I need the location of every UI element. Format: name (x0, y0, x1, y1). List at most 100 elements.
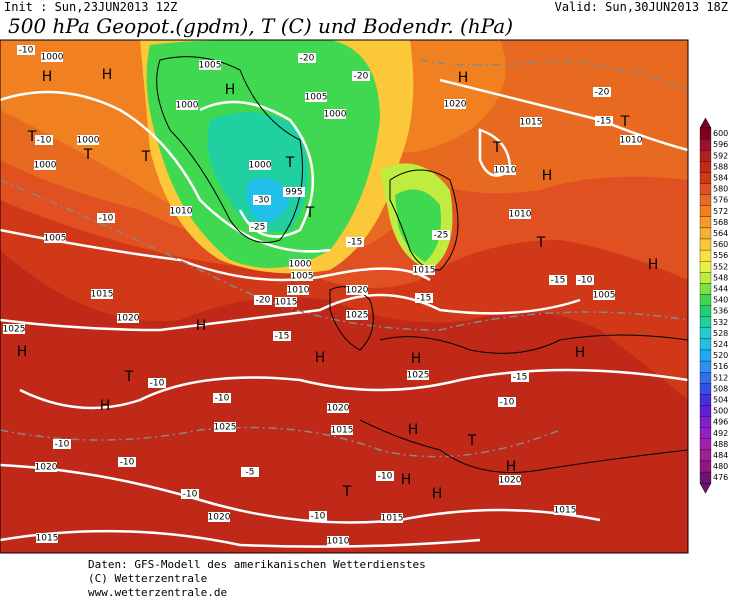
colorbar-segment (699, 316, 712, 328)
colorbar-segment (699, 394, 712, 406)
isobar-label: 1025 (3, 325, 26, 335)
temperature-label-box (253, 195, 271, 205)
isobar-label-box (170, 206, 192, 216)
pressure-center-label: H (196, 318, 207, 334)
temperature-label: -20 (256, 296, 271, 306)
isobar-label: 1010 (620, 136, 643, 146)
colorbar-label: 588 (713, 162, 728, 171)
colorbar-segment (699, 305, 712, 317)
colorbar-segment (699, 427, 712, 439)
isobar-label-box (509, 209, 531, 219)
temperature-label-box (35, 135, 53, 145)
init-time: Init : Sun,23JUN2013 12Z (4, 0, 177, 14)
isobar-label-box (381, 513, 403, 523)
temperature-label-box (346, 237, 364, 247)
colorbar-label: 520 (713, 351, 728, 360)
colorbar-label: 512 (713, 373, 728, 382)
isobar-label-box (327, 536, 349, 546)
isobar-label: 1025 (407, 371, 430, 381)
temperature-label: -15 (417, 294, 432, 304)
pressure-center-label: H (411, 351, 422, 367)
temperature-label-box (432, 230, 450, 240)
colorbar-segment (699, 194, 712, 206)
footer-url: www.wetterzentrale.de (88, 586, 227, 599)
temperature-label-box (181, 489, 199, 499)
colorbar-segment (699, 283, 712, 295)
temperature-label: -10 (99, 214, 114, 224)
isobar-label: 1000 (289, 260, 312, 270)
temperature-label-box (309, 511, 327, 521)
temperature-label: -10 (55, 440, 70, 450)
isobar-label: 1000 (41, 53, 64, 63)
isobar-label-box (36, 533, 58, 543)
colorbar-label: 500 (713, 407, 728, 416)
colorbar-segment (699, 205, 712, 217)
map-frame (0, 39, 689, 554)
isobar-label: 1025 (346, 311, 369, 321)
colorbar-segment (699, 327, 712, 340)
isobar-label-box (283, 187, 305, 197)
isobar-label-box (593, 290, 615, 300)
colorbar-segment (699, 127, 712, 140)
isobar-label: 995 (285, 188, 302, 198)
temperature-label: -20 (595, 88, 610, 98)
temperature-label: -10 (378, 472, 393, 482)
temperature-label-box (17, 45, 35, 55)
pressure-center-label: H (17, 344, 28, 360)
isobar-label: 1015 (36, 534, 59, 544)
isobar-label: 1020 (208, 513, 231, 523)
isobar-label: 1005 (593, 291, 616, 301)
colorbar-segment (699, 349, 712, 362)
isobar-label: 1010 (170, 207, 193, 217)
isobar-label-box (34, 160, 56, 170)
isobar-label: 1020 (117, 314, 140, 324)
colorbar-segment (699, 460, 712, 473)
temperature-label: -10 (120, 458, 135, 468)
temperature-label-box (593, 87, 611, 97)
colorbar-segment (699, 172, 712, 184)
temperature-label: -15 (275, 332, 290, 342)
isobar-label: 1005 (44, 234, 67, 244)
temperature-label: -10 (37, 136, 52, 146)
isobar-label-box (407, 370, 429, 380)
colorbar-segment (699, 449, 712, 462)
isobar-label-box (208, 512, 230, 522)
isobar-label: 1010 (287, 286, 310, 296)
pressure-center-label: T (620, 114, 630, 130)
colorbar-segment (699, 294, 712, 306)
temperature-label-box (53, 439, 71, 449)
isobar-label-box (199, 60, 221, 70)
colorbar-label: 580 (713, 185, 728, 194)
isobar-label: 1000 (324, 110, 347, 120)
colorbar-segment (699, 383, 712, 395)
temperature-label: -30 (255, 196, 270, 206)
colorbar-label: 480 (713, 462, 728, 471)
isobar-label: 1025 (214, 423, 237, 433)
isobar-label: 1010 (509, 210, 532, 220)
footer-source: Daten: GFS-Modell des amerikanischen Wet… (88, 558, 426, 571)
pressure-center-label: H (506, 459, 517, 475)
isobar-label-box (77, 135, 99, 145)
temperature-label: -25 (434, 231, 449, 241)
pressure-center-label: T (27, 129, 37, 145)
pressure-center-label: T (342, 484, 352, 500)
colorbar-segment (699, 372, 712, 384)
pressure-center-label: H (401, 472, 412, 488)
colorbar-label: 600 (713, 129, 728, 138)
temperature-label-box (273, 331, 291, 341)
temperature-label: -20 (300, 54, 315, 64)
pressure-center-label: T (285, 155, 295, 171)
isobar-label-box (3, 324, 25, 334)
isobar-label: 1000 (176, 101, 199, 111)
pressure-center-label: H (575, 345, 586, 361)
temperature-label: -10 (215, 394, 230, 404)
isobar-label-box (413, 265, 435, 275)
temperature-label: -15 (597, 117, 612, 127)
isobar-label: 1015 (381, 514, 404, 524)
temperature-label-box (241, 467, 259, 477)
isobar-label-box (327, 403, 349, 413)
temperature-label: -15 (513, 373, 528, 383)
colorbar-label: 504 (713, 395, 728, 404)
isobar-label: 1000 (34, 161, 57, 171)
temperature-label: -15 (348, 238, 363, 248)
